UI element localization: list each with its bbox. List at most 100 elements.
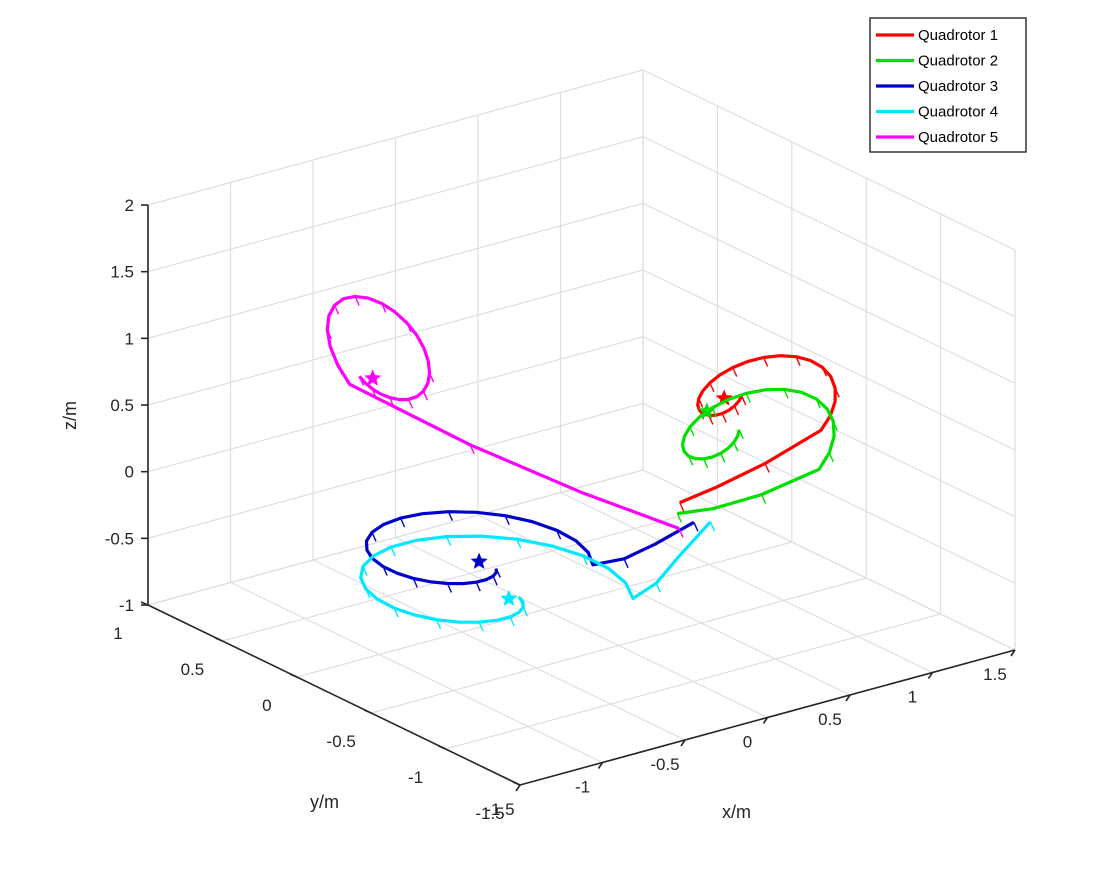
floor-grid-x (312, 559, 686, 741)
tick-labels: -1.5 -1 -0.5 0 0.5 1 1.5 -1.5 -1 -0.5 0 0.5 1 -1 -0.5 0… (105, 196, 1007, 823)
x-tick-label: -1.5 (485, 800, 514, 819)
y-tick (438, 745, 446, 750)
z-tick-label: 1 (125, 329, 134, 348)
orientation-arrow (495, 568, 501, 578)
end-point-marker (470, 552, 488, 569)
orientation-arrow (390, 546, 396, 557)
x-tick (680, 739, 686, 747)
orientation-arrow (469, 444, 475, 455)
orientation-arrow (362, 566, 368, 576)
z-tick-label: 0.5 (110, 396, 134, 415)
orientation-arrow (504, 515, 510, 525)
grid-lines (147, 69, 1016, 786)
orientation-arrow (832, 421, 838, 431)
x-tick (597, 762, 604, 769)
legend-entry: Quadrotor 2 (918, 53, 998, 70)
series-2 (676, 387, 838, 523)
z-tick-label: 0 (125, 463, 134, 482)
x-tick (515, 784, 521, 792)
back-wall-grid-z (147, 469, 644, 606)
orientation-arrow (382, 566, 388, 576)
y-tick-label: 0.5 (181, 660, 205, 679)
orientation-arrow (762, 357, 769, 367)
trajectory-line (364, 510, 695, 586)
orientation-arrow (492, 575, 498, 586)
orientation-arrow (333, 304, 340, 315)
orientation-arrow (358, 376, 365, 386)
orientation-arrow (709, 382, 715, 393)
z-tick-label: 1.5 (110, 263, 134, 282)
x-tick (927, 672, 934, 679)
series-lines (325, 294, 840, 632)
orientation-arrow (381, 303, 387, 313)
series-1 (679, 354, 840, 512)
orientation-arrow (406, 322, 412, 333)
trajectory-line (325, 294, 680, 531)
orientation-arrow (783, 389, 789, 399)
orientation-arrow (681, 444, 688, 454)
orientation-arrow (693, 522, 699, 532)
orientation-arrow (689, 426, 695, 437)
y-tick-label: 1 (113, 624, 122, 643)
orientation-arrow (478, 621, 484, 632)
orientation-arrow (698, 398, 704, 408)
orientation-arrow (423, 348, 429, 358)
end-point-marker (364, 369, 382, 386)
x-tick-label: 0.5 (818, 710, 842, 729)
orientation-arrow (555, 529, 562, 540)
orientation-arrow (389, 397, 395, 407)
orientation-arrow (679, 502, 685, 512)
orientation-arrow (733, 442, 739, 452)
y-tick-label: -1.5 (475, 804, 504, 823)
series-3 (364, 510, 699, 593)
z-tick-label: -0.5 (105, 529, 134, 548)
orientation-arrow (326, 329, 332, 340)
x-axis-label: x/m (722, 802, 751, 822)
end-point-marker (698, 402, 716, 419)
side-wall-grid-z (642, 336, 1016, 518)
orientation-arrow (732, 367, 738, 377)
floor-grid-y (222, 505, 718, 642)
y-tick-label: 0 (262, 696, 271, 715)
legend-entry: Quadrotor 1 (918, 27, 998, 44)
orientation-arrow (828, 452, 834, 463)
floor-grid-y (371, 577, 867, 714)
orientation-arrow (815, 398, 821, 409)
orientation-arrow (834, 388, 840, 398)
orientation-arrow (760, 494, 767, 504)
orientation-arrow (422, 390, 429, 401)
orientation-arrow (721, 413, 727, 423)
side-wall-grid-z (642, 136, 1016, 318)
legend-entry: Quadrotor 5 (918, 129, 998, 146)
floor-grid-x (230, 581, 603, 764)
x-tick-label: 1 (908, 688, 917, 707)
back-wall-grid-z (147, 136, 644, 273)
z-tick-label: -1 (119, 596, 134, 615)
orientation-arrow (764, 463, 770, 473)
floor-grid-x (395, 536, 768, 719)
orientation-arrow (393, 607, 399, 618)
orientation-arrow (709, 521, 716, 532)
orientation-arrow (518, 596, 524, 607)
orientation-arrow (337, 364, 343, 375)
orientation-arrow (447, 511, 454, 521)
end-point-marker (715, 389, 733, 406)
side-wall-grid-z (642, 402, 1016, 584)
orientation-arrow (655, 582, 661, 593)
orientation-arrow (407, 399, 414, 409)
orientation-arrow (475, 581, 481, 592)
y-tick (363, 709, 372, 714)
legend-entry: Quadrotor 3 (918, 78, 998, 95)
orientation-arrow (446, 583, 453, 593)
y-tick (215, 637, 223, 642)
orientation-arrow (745, 393, 751, 403)
orientation-arrow (741, 395, 747, 406)
floor-grid-y (445, 613, 941, 750)
y-tick-label: -1 (408, 768, 423, 787)
side-wall-grid-z (642, 269, 1016, 451)
series-5 (325, 294, 684, 538)
y-tick (289, 673, 298, 678)
orientation-arrow (688, 455, 694, 466)
orientation-arrow (412, 578, 418, 588)
floor-grid-y (296, 541, 792, 678)
